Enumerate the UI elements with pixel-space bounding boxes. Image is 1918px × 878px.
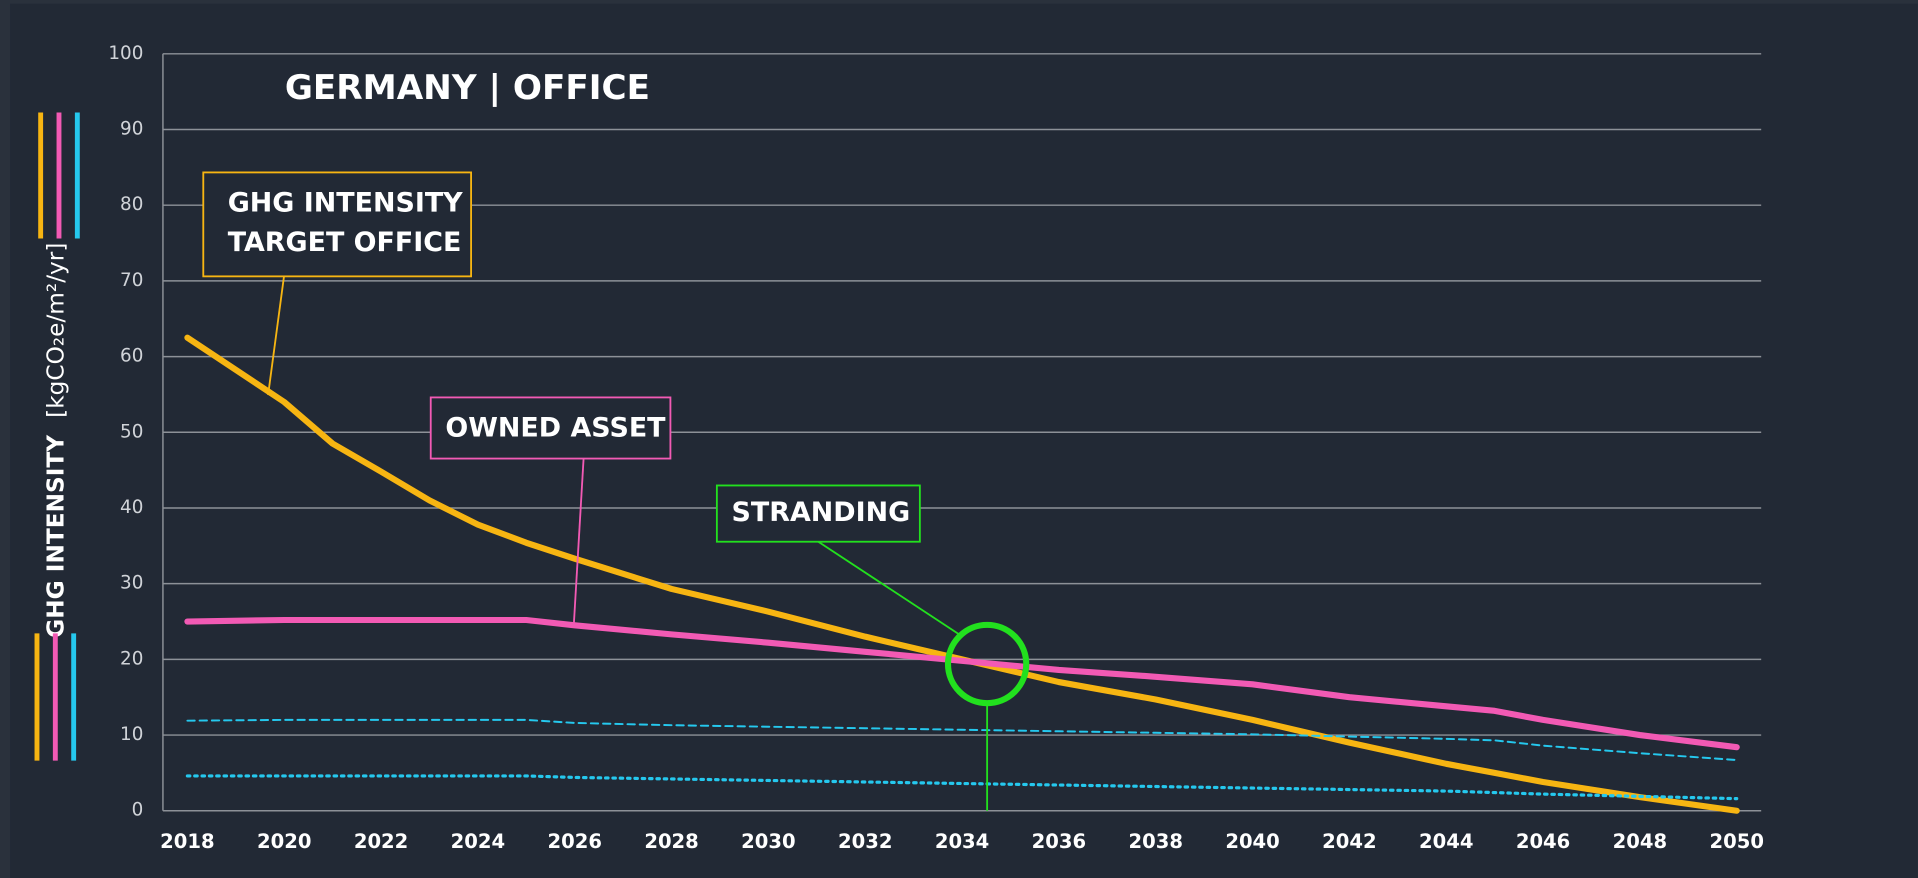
- chart-title: GERMANY | OFFICE: [285, 68, 650, 108]
- background: [10, 3, 1918, 878]
- y-tick-label: 30: [120, 573, 143, 594]
- asset-callout-leader: [572, 458, 585, 625]
- asset-callout-box: [429, 396, 672, 460]
- x-tick-label: 2034: [935, 830, 989, 853]
- legend-bars: [34, 112, 80, 761]
- series-label: OWNED ASSET: [445, 413, 666, 444]
- stranding-callout-leader: [817, 540, 962, 637]
- x-tick-label: 2022: [354, 830, 408, 853]
- x-tick-label: 2048: [1613, 830, 1667, 853]
- target-callout-leader: [267, 276, 285, 396]
- x-tick-label: 2018: [160, 830, 214, 853]
- x-tick-label: 2030: [741, 830, 795, 853]
- x-tick-label: 2026: [548, 830, 602, 853]
- y-axis-label-main: GHG INTENSITY: [42, 434, 69, 638]
- series-line: [186, 718, 1738, 762]
- y-axis-label: GHG INTENSITY [kgCO₂e/m²/yr]: [42, 243, 69, 638]
- x-tick-label: 2044: [1419, 830, 1473, 853]
- y-axis-label-unit: [kgCO₂e/m²/yr]: [42, 243, 69, 418]
- x-tick-label: 2020: [257, 830, 311, 853]
- y-tick-label: 0: [132, 800, 144, 821]
- series-label: TARGET OFFICE: [228, 227, 462, 258]
- y-tick-label: 40: [120, 497, 143, 518]
- series-line: [185, 774, 1739, 801]
- x-tick-label: 2032: [838, 830, 892, 853]
- y-tick-label: 80: [120, 194, 143, 215]
- y-tick-label: 70: [120, 270, 143, 291]
- annotation: STRANDING: [732, 497, 911, 528]
- stranding-callout-box: [715, 484, 921, 543]
- series-label: GHG INTENSITY: [228, 188, 463, 219]
- y-tick-label: 100: [108, 43, 143, 64]
- series-line: [184, 616, 1740, 751]
- series-line: [184, 334, 1740, 814]
- y-tick-label: 50: [120, 421, 143, 442]
- y-tick-label: 90: [120, 118, 143, 139]
- target-callout-box: [202, 171, 473, 278]
- x-tick-label: 2050: [1710, 830, 1764, 853]
- x-tick-label: 2038: [1129, 830, 1183, 853]
- x-tick-label: 2024: [451, 830, 505, 853]
- y-tick-label: 20: [120, 648, 143, 669]
- y-tick-label: 10: [120, 724, 143, 745]
- x-tick-label: 2040: [1225, 830, 1279, 853]
- x-tick-label: 2036: [1032, 830, 1086, 853]
- x-tick-label: 2046: [1516, 830, 1570, 853]
- x-tick-label: 2028: [644, 830, 698, 853]
- y-tick-label: 60: [120, 346, 143, 367]
- x-tick-label: 2042: [1322, 830, 1376, 853]
